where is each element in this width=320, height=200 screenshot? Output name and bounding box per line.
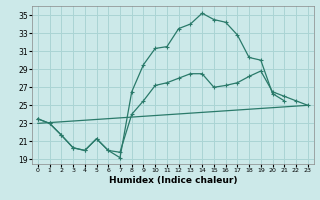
X-axis label: Humidex (Indice chaleur): Humidex (Indice chaleur)	[108, 176, 237, 185]
